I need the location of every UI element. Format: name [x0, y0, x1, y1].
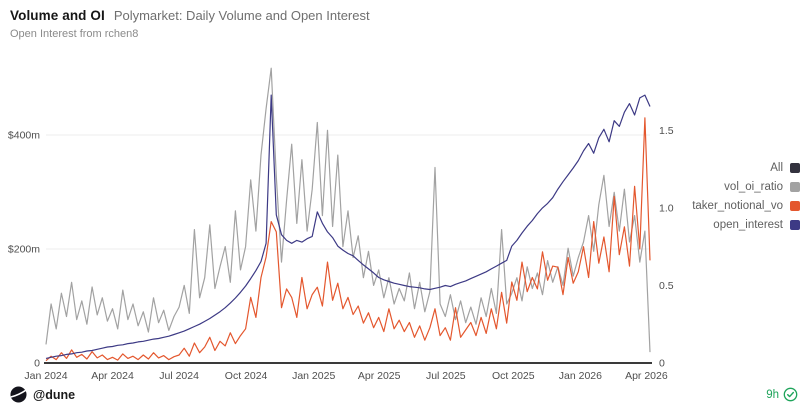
x-axis-tick-label: Oct 2024 [225, 370, 268, 382]
legend-item-open-interest[interactable]: open_interest [713, 219, 800, 231]
refresh-status[interactable]: 9h [766, 387, 798, 402]
chart-subtitle: Polymarket: Daily Volume and Open Intere… [113, 8, 370, 23]
legend-swatch [790, 201, 800, 211]
x-axis-tick-label: Oct 2025 [492, 370, 535, 382]
check-circle-icon [783, 387, 798, 402]
right-axis-tick-label: 1.5 [659, 125, 674, 137]
legend-item-vol-oi-ratio[interactable]: vol_oi_ratio [724, 181, 800, 193]
series-line-vol_oi_ratio [45, 67, 651, 353]
x-axis-tick-label: Jul 2025 [426, 370, 466, 382]
legend-label: taker_notional_vo [692, 200, 783, 212]
legend-item-all[interactable]: All [770, 162, 800, 174]
left-axis-tick-label: $400m [8, 130, 40, 142]
right-axis-tick-label: 0 [659, 358, 665, 370]
legend-swatch [790, 163, 800, 173]
legend-item-taker-notional-vo[interactable]: taker_notional_vo [692, 200, 800, 212]
card-footer: @dune 9h [10, 386, 798, 403]
dune-logo-icon [10, 386, 27, 403]
chart-title: Volume and OI [10, 8, 105, 23]
chart-header: Volume and OI Polymarket: Daily Volume a… [10, 8, 370, 40]
dune-handle: @dune [33, 387, 76, 402]
x-axis-tick-label: Jan 2025 [292, 370, 335, 382]
right-axis-tick-label: 0.5 [659, 280, 674, 292]
series-line-open_interest [45, 94, 651, 359]
left-axis-tick-label: $200m [8, 244, 40, 256]
x-axis-tick-label: Apr 2024 [91, 370, 134, 382]
legend-label: open_interest [713, 219, 783, 231]
x-axis-tick-label: Jan 2026 [559, 370, 602, 382]
legend-label: vol_oi_ratio [724, 181, 783, 193]
x-axis-tick-label: Apr 2025 [358, 370, 401, 382]
right-axis-tick-label: 1.0 [659, 202, 674, 214]
legend-label: All [770, 162, 783, 174]
legend-swatch [790, 220, 800, 230]
chart-legend: All vol_oi_ratio taker_notional_vo open_… [692, 162, 800, 231]
x-axis-tick-label: Jul 2024 [159, 370, 199, 382]
x-axis-tick-label: Apr 2026 [625, 370, 668, 382]
refresh-age: 9h [766, 388, 779, 401]
chart-description: Open Interest from rchen8 [10, 28, 139, 40]
legend-swatch [790, 182, 800, 192]
x-axis-tick-label: Jan 2024 [24, 370, 67, 382]
series-line-taker_notional_vo [45, 117, 651, 362]
left-axis-tick-label: 0 [34, 358, 40, 370]
dune-brand-link[interactable]: @dune [10, 386, 75, 403]
